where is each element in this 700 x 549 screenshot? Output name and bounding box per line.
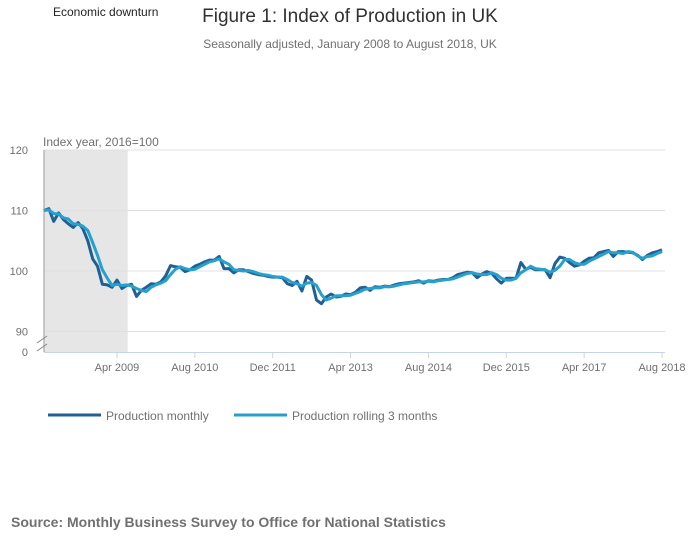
series-line-rolling-3-months — [43, 208, 663, 302]
axis-break-icon — [36, 335, 48, 352]
x-tick-label: Apr 2013 — [328, 362, 373, 374]
y-tick-label: 120 — [10, 145, 28, 157]
y-tick-label: 100 — [10, 266, 28, 278]
x-tick-label: Aug 2010 — [171, 362, 218, 374]
chart-subtitle: Seasonally adjusted, January 2008 to Aug… — [203, 37, 497, 51]
x-tick-label: Apr 2009 — [95, 362, 140, 374]
x-tick-label: Aug 2018 — [638, 362, 685, 374]
x-tick-label: Apr 2017 — [562, 362, 607, 374]
x-tick-label: Dec 2015 — [483, 362, 530, 374]
legend-label: Production monthly — [106, 409, 209, 423]
legend-label: Production rolling 3 months — [292, 409, 437, 423]
shaded-region-label: Economic downturn — [53, 5, 159, 19]
y-tick-label: 90 — [16, 327, 28, 339]
y-tick-label: 110 — [10, 206, 28, 218]
x-tick-label: Dec 2011 — [250, 362, 296, 374]
source-note: Source: Monthly Business Survey to Offic… — [11, 514, 446, 530]
shaded-region-downturn — [44, 150, 128, 352]
y-tick-label-zero: 0 — [22, 347, 28, 359]
chart-title: Figure 1: Index of Production in UK — [202, 6, 498, 27]
x-tick-label: Aug 2014 — [405, 362, 452, 374]
y-axis-label: Index year, 2016=100 — [43, 135, 159, 149]
